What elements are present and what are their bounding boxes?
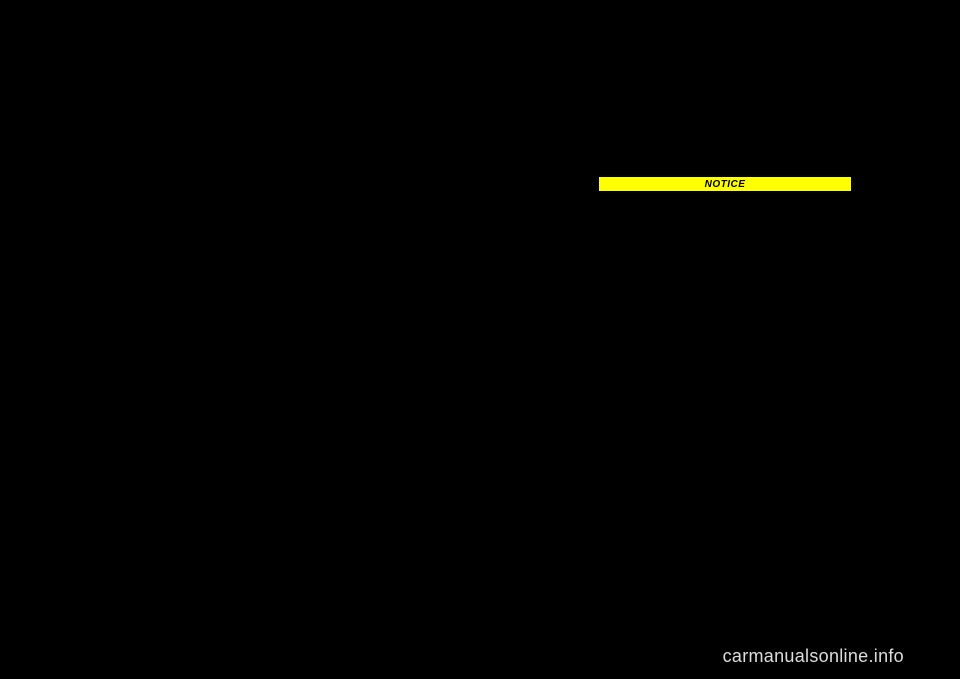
notice-label: NOTICE [705,179,746,190]
watermark-text: carmanualsonline.info [723,646,904,667]
notice-box: NOTICE [598,176,852,192]
